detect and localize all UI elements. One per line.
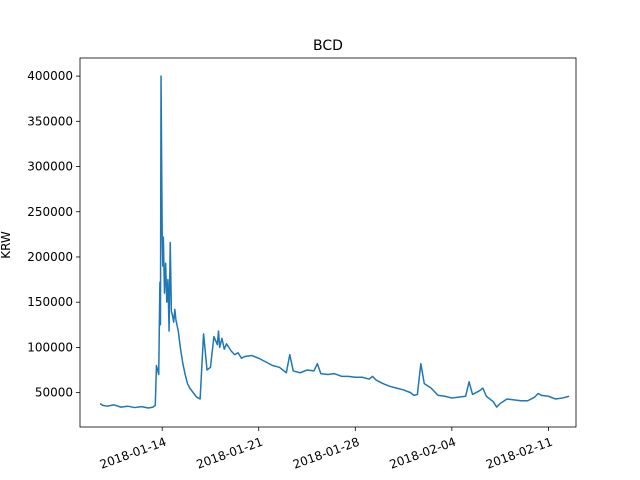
plot-area <box>80 58 576 427</box>
y-tick-label: 250000 <box>27 205 73 219</box>
y-tick-label: 100000 <box>27 340 73 354</box>
y-tick-label: 400000 <box>27 69 73 83</box>
y-axis-label: KRW <box>0 231 13 259</box>
series-line-bcd <box>99 75 570 409</box>
plot-frame <box>79 57 577 428</box>
y-tick-label: 350000 <box>27 114 73 128</box>
y-tick-label: 150000 <box>27 295 73 309</box>
y-axis: 50000 100000 150000 200000 250000 300000 35000… <box>27 69 80 400</box>
y-tick-label: 50000 <box>35 386 73 400</box>
y-tick-label: 200000 <box>27 250 73 264</box>
y-tick-label: 300000 <box>27 160 73 174</box>
chart-title: BCD <box>313 38 343 54</box>
